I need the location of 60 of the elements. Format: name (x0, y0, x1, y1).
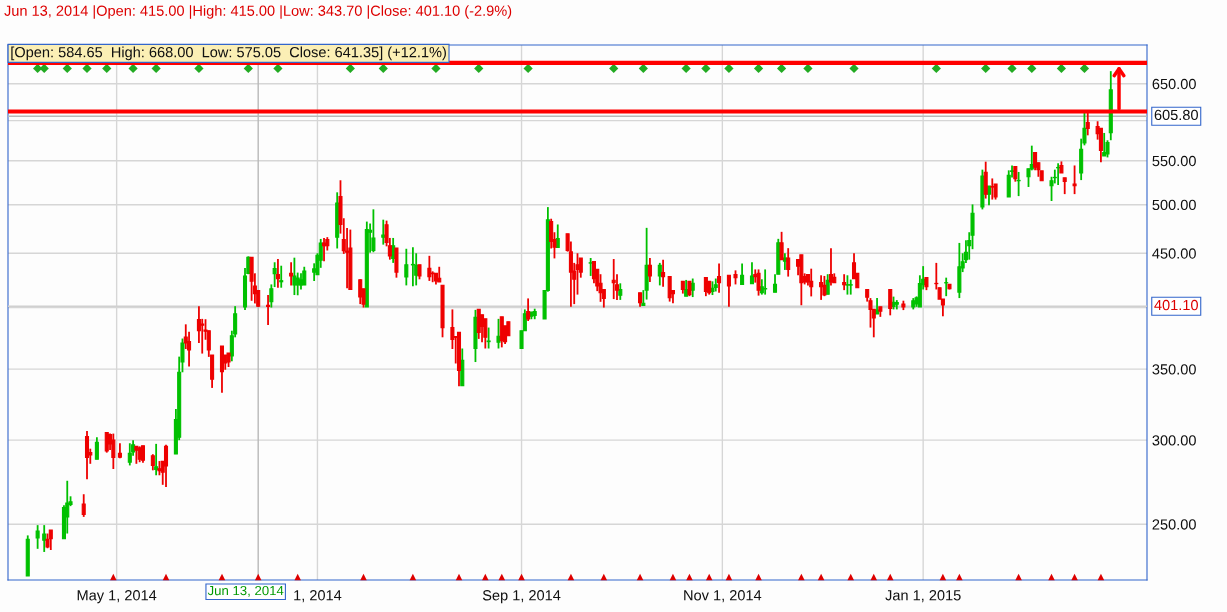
y-tick-label: 550.00 (1152, 155, 1196, 167)
x-tick-label: Jan 1, 2015 (885, 590, 961, 603)
candlestick (779, 230, 784, 261)
candlestick (983, 160, 988, 200)
candlestick (269, 283, 274, 309)
candlestick (1016, 171, 1021, 198)
ref-line-label: 401.10 (1154, 299, 1198, 311)
x-tick-label: Nov 1, 2014 (684, 590, 762, 603)
candlestick (292, 256, 297, 296)
candlestick (1006, 169, 1011, 198)
candlestick (496, 317, 501, 350)
y-tick-label: 450.00 (1152, 248, 1196, 259)
x-tick-label: Sep 1, 2014 (482, 590, 561, 604)
candlestick (740, 262, 745, 286)
candlestick (94, 436, 99, 461)
candlestick (763, 268, 768, 296)
candlestick (661, 258, 666, 288)
candlestick (657, 261, 662, 287)
candlestick (410, 246, 415, 288)
candlestick (427, 254, 432, 282)
candlestick (289, 261, 294, 287)
x-tick-label: 1, 2014 (294, 590, 342, 603)
ref-line-label: Jun 13, 2014 (207, 585, 284, 597)
candlestick (404, 247, 409, 287)
y-tick-label: 250.00 (1152, 519, 1196, 530)
candlestick (868, 297, 873, 329)
annotation: [Open: 584.65 High: 668.00 Low: 575.05 Close: 641.35] (+12.1%) (11, 46, 446, 61)
x-tick-label: May 1, 2014 (77, 590, 157, 604)
candlestick (842, 273, 847, 292)
candlestick (275, 258, 280, 289)
candlestick (845, 274, 850, 296)
candlestick (588, 257, 593, 277)
candlestick (611, 258, 616, 301)
candlestick (726, 274, 731, 308)
candlestick (486, 326, 491, 350)
candlestick (598, 273, 603, 303)
candlestick (483, 317, 488, 350)
candlestick (848, 278, 853, 296)
candlestick (647, 257, 652, 283)
y-tick-label: 650.00 (1152, 78, 1196, 90)
candlestick (163, 443, 169, 488)
y-tick-label: 350.00 (1152, 364, 1196, 375)
candlestick (272, 261, 277, 288)
candlestick (1026, 167, 1031, 188)
candlestick (81, 493, 86, 518)
candlestick (35, 524, 40, 550)
y-tick-label: 500.00 (1152, 199, 1196, 211)
text: Jun 13, 2014 |Open: 415.00 |High: 415.00 |Low: 343.70 |Close: 401.10 (-2.9%) (4, 5, 512, 19)
candlestick (266, 294, 271, 326)
candlestick (371, 208, 376, 254)
candlestick (358, 278, 363, 306)
candlestick (127, 442, 132, 467)
candlestick (717, 262, 722, 294)
candlestick (302, 265, 307, 286)
candlestick (1072, 164, 1077, 196)
y-tick-label: 300.00 (1152, 435, 1196, 446)
candlestick (394, 247, 399, 279)
ref-line-label: 605.80 (1154, 109, 1198, 121)
candlestick (279, 264, 284, 289)
candlestick (1085, 111, 1090, 137)
